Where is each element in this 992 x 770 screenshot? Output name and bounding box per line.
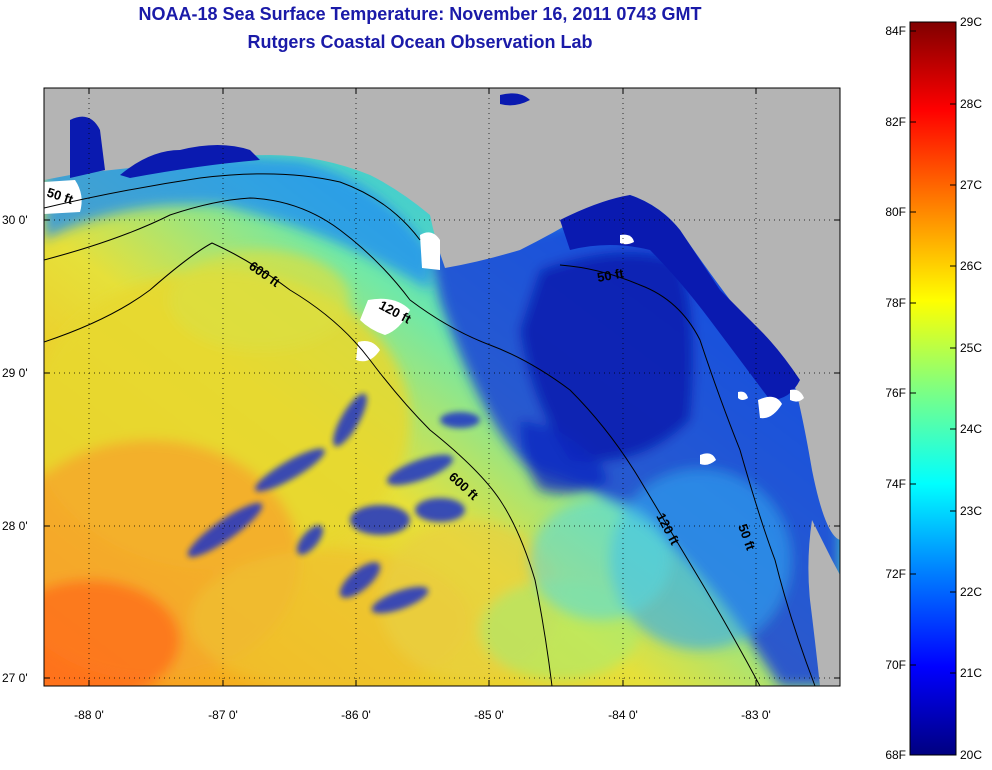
map-subtitle: Rutgers Coastal Ocean Observation Lab <box>247 32 593 52</box>
contour-120ft <box>44 197 761 686</box>
x-tick-label: -83 0' <box>741 708 771 722</box>
colorbar-f-label: 82F <box>885 115 906 129</box>
colorbar-f-label: 76F <box>885 386 906 400</box>
colorbar-c-label: 28C <box>960 97 982 111</box>
land-southeast <box>808 520 840 686</box>
map-title: NOAA-18 Sea Surface Temperature: Novembe… <box>138 4 702 24</box>
colorbar-c-label: 25C <box>960 341 982 355</box>
x-tick-label: -87 0' <box>208 708 238 722</box>
colorbar-c-label: 22C <box>960 585 982 599</box>
axis-tick-marks <box>44 88 840 686</box>
colorbar-f-label: 80F <box>885 205 906 219</box>
colorbar-c-label: 26C <box>960 259 982 273</box>
colorbar-c-label: 21C <box>960 666 982 680</box>
x-tick-label: -88 0' <box>74 708 104 722</box>
x-tick-label: -84 0' <box>608 708 638 722</box>
colorbar-c-label: 27C <box>960 178 982 192</box>
y-tick-label: 30 0' <box>2 213 28 227</box>
colorbar-f-label: 70F <box>885 658 906 672</box>
colorbar: 84F 82F 80F 78F 76F 74F 72F 70F 68F 29C … <box>885 15 982 762</box>
colorbar-ticks <box>910 21 956 756</box>
colorbar-c-label: 20C <box>960 748 982 762</box>
contour-label-50ft-east: 50 ft <box>596 265 626 285</box>
contour-50ft <box>44 173 816 686</box>
coastal-fringe <box>70 93 800 400</box>
colorbar-f-label: 68F <box>885 748 906 762</box>
cold-filaments <box>187 393 480 614</box>
land-north <box>44 88 840 540</box>
colorbar-gradient <box>909 21 957 756</box>
bathymetry-contours <box>44 173 816 686</box>
y-tick-label: 29 0' <box>2 366 28 380</box>
map-frame <box>43 87 841 687</box>
contour-600ft <box>44 242 553 686</box>
x-tick-label: -85 0' <box>474 708 504 722</box>
colorbar-f-label: 74F <box>885 477 906 491</box>
x-axis-labels: -88 0' -87 0' -86 0' -85 0' -84 0' -83 0… <box>74 708 771 722</box>
warm-water-patches <box>44 250 640 686</box>
sst-field <box>44 88 840 686</box>
y-tick-label: 28 0' <box>2 519 28 533</box>
colorbar-f-label: 78F <box>885 296 906 310</box>
colorbar-celsius-labels: 29C 28C 27C 26C 25C 24C 23C 22C 21C 20C <box>960 15 982 762</box>
colorbar-c-label: 24C <box>960 422 982 436</box>
y-tick-label: 27 0' <box>2 671 28 685</box>
colorbar-c-label: 29C <box>960 15 982 29</box>
y-axis-labels: 30 0' 29 0' 28 0' 27 0' <box>2 213 28 685</box>
colorbar-f-label: 84F <box>885 24 906 38</box>
x-tick-label: -86 0' <box>341 708 371 722</box>
colorbar-f-label: 72F <box>885 567 906 581</box>
colorbar-c-label: 23C <box>960 504 982 518</box>
colorbar-fahrenheit-labels: 84F 82F 80F 78F 76F 74F 72F 70F 68F <box>885 24 906 762</box>
